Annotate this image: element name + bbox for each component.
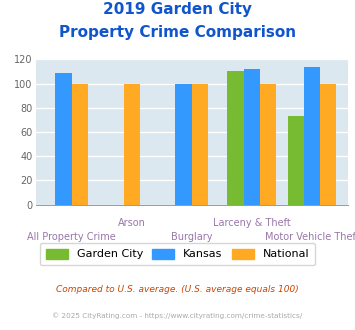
Text: © 2025 CityRating.com - https://www.cityrating.com/crime-statistics/: © 2025 CityRating.com - https://www.city… — [53, 312, 302, 318]
Bar — [192, 83, 208, 205]
Bar — [288, 116, 304, 205]
Bar — [244, 69, 260, 205]
Text: 2019 Garden City: 2019 Garden City — [103, 2, 252, 16]
Bar — [72, 83, 88, 205]
Bar — [260, 83, 276, 205]
Bar — [320, 83, 336, 205]
Text: Property Crime Comparison: Property Crime Comparison — [59, 25, 296, 40]
Legend: Garden City, Kansas, National: Garden City, Kansas, National — [40, 243, 315, 265]
Bar — [175, 83, 192, 205]
Text: Motor Vehicle Theft: Motor Vehicle Theft — [264, 232, 355, 242]
Text: Larceny & Theft: Larceny & Theft — [213, 218, 291, 228]
Bar — [304, 67, 320, 205]
Bar — [124, 83, 140, 205]
Text: Burglary: Burglary — [171, 232, 212, 242]
Text: Compared to U.S. average. (U.S. average equals 100): Compared to U.S. average. (U.S. average … — [56, 285, 299, 294]
Text: All Property Crime: All Property Crime — [27, 232, 116, 242]
Text: Arson: Arson — [118, 218, 146, 228]
Bar — [55, 73, 72, 205]
Bar — [228, 72, 244, 205]
